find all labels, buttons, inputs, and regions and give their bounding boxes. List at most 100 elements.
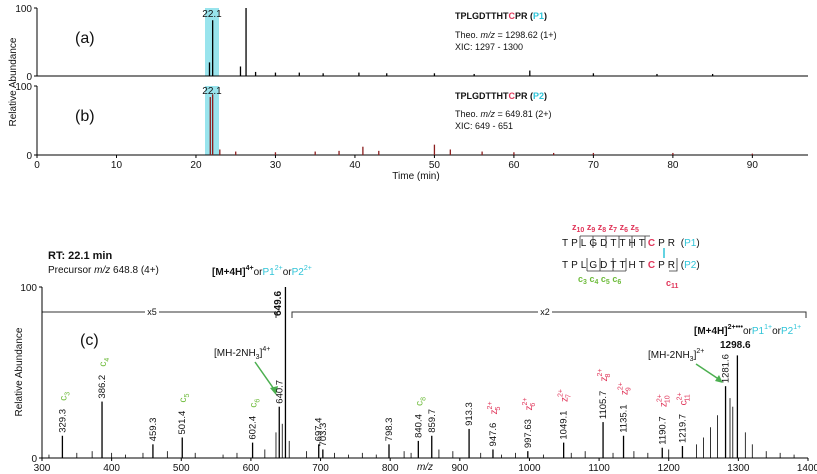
peak-label: 501.4 [177, 411, 188, 435]
ion-letter: c [249, 403, 260, 408]
y-tick-label: 0 [26, 72, 32, 83]
y-tick-label: 0 [26, 151, 32, 162]
peak-label: 22.1 [202, 86, 222, 97]
peak-label: 329.3 [57, 409, 68, 433]
x-tick-label: 700 [312, 463, 329, 474]
peak-label: 947.6 [488, 423, 499, 447]
ion-number: 11 [684, 394, 691, 401]
ion-label: z2+10 [656, 394, 671, 407]
x-axis-label: Time (min) [392, 171, 439, 182]
c-ion: c11 [666, 278, 679, 290]
x-tick-label: 70 [588, 160, 600, 171]
peak-label: 1135.1 [619, 404, 630, 432]
ion-number: 8 [420, 397, 427, 401]
x-tick-label: 0 [34, 160, 40, 171]
x-tick-label: 900 [451, 463, 468, 474]
ion-number: 10 [664, 395, 671, 403]
ion-letter: c [178, 397, 189, 402]
ion-number: 7 [566, 394, 573, 398]
ion-letter: z [599, 376, 610, 381]
x-tick-label: 600 [243, 463, 260, 474]
y-axis-label: Relative Abundance [14, 327, 25, 416]
xic: XIC: 649 - 651 [455, 121, 513, 131]
peptide: TPLGDTTHTCPR (P1) [455, 11, 547, 21]
zoom-gap [145, 306, 159, 318]
zoom-gap [538, 306, 552, 318]
ion-number: 9 [626, 387, 633, 391]
peak-label: 703.3 [318, 423, 329, 447]
x-tick-label: 40 [349, 160, 361, 171]
ion-letter: z [620, 390, 631, 395]
ion-number: 6 [255, 399, 262, 403]
ion-letter: c [678, 400, 689, 405]
peak-label: 386.2 [97, 375, 108, 399]
x-axis-label: m/z [417, 462, 433, 473]
x-tick-label: 10 [111, 160, 123, 171]
ion-letter: z [560, 397, 571, 402]
ion-number: 4 [104, 358, 111, 362]
ion-charge: 2+ [558, 389, 565, 397]
x-tick-label: 500 [173, 463, 190, 474]
peak-label: 913.3 [464, 402, 475, 426]
ion-label: z2+5 [487, 401, 502, 414]
zoom-label: x2 [540, 307, 550, 317]
z-ion-row: z10 z9 z8 z7 z6 z5 [572, 222, 639, 234]
x-tick-label: 1100 [588, 463, 610, 474]
x-tick-label: 1300 [727, 463, 750, 474]
xic: XIC: 1297 - 1300 [455, 42, 523, 52]
highlight-band [205, 8, 219, 76]
ion-charge: 2+ [676, 392, 683, 400]
x-tick-label: 20 [190, 160, 202, 171]
y-tick-label: 100 [20, 283, 37, 294]
sequence-row: TPLGDTTHTCPR (P2) [562, 260, 700, 271]
ion-charge: 2+ [522, 398, 529, 406]
peak-label: 1105.7 [598, 391, 609, 419]
x-tick-label: 800 [382, 463, 399, 474]
y-tick-label: 0 [31, 454, 37, 465]
x-tick-label: 1000 [518, 463, 541, 474]
ion-letter: z [658, 402, 669, 407]
ion-letter: z [524, 406, 535, 411]
x-tick-label: 30 [270, 160, 282, 171]
charge-reduced: [M+4H]2+•••orP11+orP21+ [694, 324, 801, 337]
zoom-label: x5 [147, 307, 157, 317]
ion-label: c3 [58, 392, 71, 401]
theo-mz: Theo. m/z = 649.81 (2+) [455, 109, 552, 119]
peak-label: 997.63 [523, 419, 534, 448]
peak-label: 1281.6 [721, 354, 732, 383]
c-ion-row: c3 c4 c5 c6 [578, 274, 621, 286]
ion-charge: 2+ [487, 401, 494, 409]
highlight-band [205, 86, 219, 155]
x-tick-label: 1200 [658, 463, 681, 474]
panel-label: (a) [75, 30, 95, 47]
precursor-ion: [M+4H]4+orP12+orP22+ [212, 265, 312, 278]
ion-label: z2+8 [597, 369, 612, 382]
ion-label: z2+7 [558, 389, 573, 402]
ammonia-loss: [MH-2NH3]2+ [648, 348, 704, 363]
ion-label: c2+11 [676, 392, 691, 405]
peak-label: 1049.1 [559, 411, 570, 440]
y-tick-label: 100 [15, 82, 32, 93]
y-tick-label: 100 [15, 4, 32, 15]
peak-label: 459.3 [148, 418, 159, 442]
y-axis-label: Relative Abundance [8, 37, 19, 126]
peak-label: 798.3 [384, 418, 395, 442]
ion-letter: c [98, 362, 109, 367]
ion-number: 5 [184, 393, 191, 397]
retention-time: RT: 22.1 min [48, 250, 112, 262]
ion-letter: c [58, 396, 69, 401]
x-tick-label: 90 [747, 160, 759, 171]
x-tick-label: 60 [508, 160, 520, 171]
peak-label: 859.7 [427, 409, 438, 433]
ion-label: c4 [98, 358, 111, 367]
sequence-diagram: z10 z9 z8 z7 z6 z5 TPLGDTTHTCPR (P1) TPL… [562, 222, 700, 290]
ion-letter: c [414, 401, 425, 406]
ion-charge: 2+ [656, 394, 663, 402]
x-tick-label: 400 [103, 463, 120, 474]
ion-number: 3 [64, 392, 71, 396]
peak-label: 602.4 [248, 416, 259, 440]
ion-number: 8 [605, 374, 612, 378]
ion-letter: z [489, 409, 500, 414]
